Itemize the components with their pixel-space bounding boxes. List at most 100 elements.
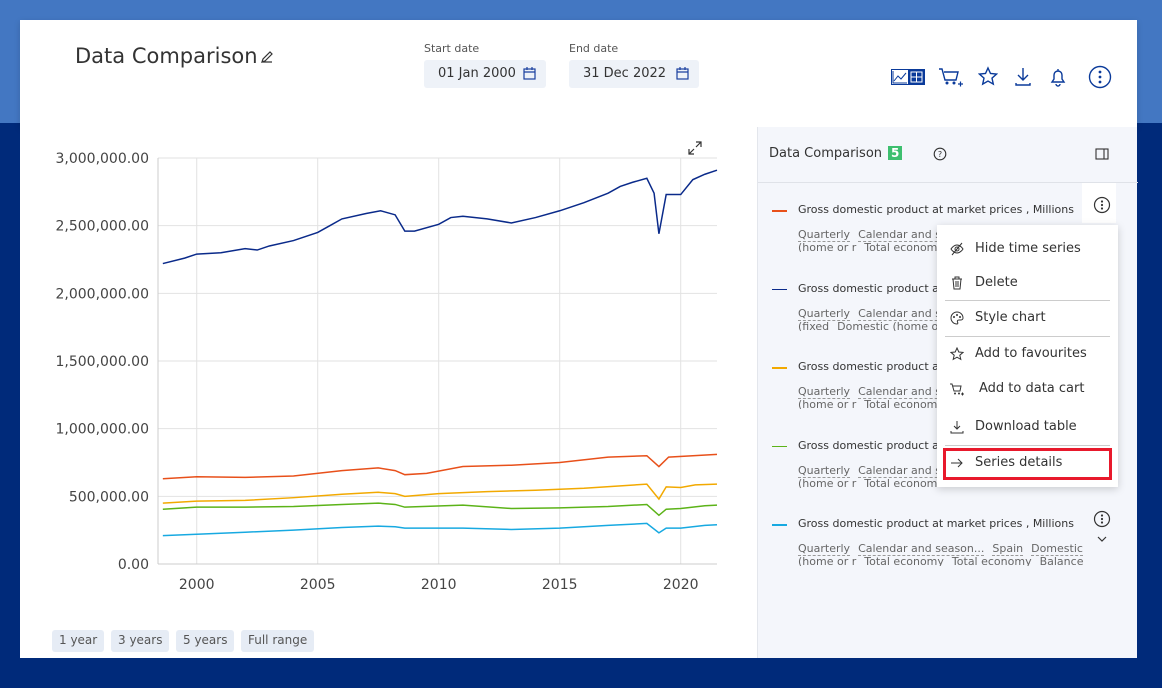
series-tag[interactable]: Domestic (home o [837,319,939,331]
edit-title-icon[interactable] [260,50,274,64]
series-count-badge: 5 [888,146,903,160]
series-name: Gross domestic product at m [798,438,958,452]
series-item[interactable]: Gross domestic product at market prices … [758,503,1084,566]
series-tag[interactable]: Total econom [864,241,938,252]
menu-download-table[interactable]: Download table [947,412,1110,442]
calendar-icon[interactable] [676,67,689,80]
highlight-box [943,448,1112,480]
menu-label: Add to favourites [975,346,1087,361]
series-item[interactable]: Gross domestic product at market prices … [758,189,1083,252]
menu-delete[interactable]: Delete [947,268,1110,298]
range-1-year-button[interactable]: 1 year [52,630,105,652]
divider [945,300,1110,301]
series-tag[interactable]: Balance [1039,555,1084,566]
series-tag[interactable]: Calendar and season... [858,542,985,556]
divider [945,336,1110,337]
expand-icon[interactable] [688,141,702,155]
page-title: Data Comparison [75,44,258,68]
x-tick-label: 2000 [179,577,215,593]
series-item[interactable]: Gross domestic product at m Quarterly Cal… [758,425,1083,488]
series-name: Gross domestic product at market prices … [798,517,1074,530]
download-icon[interactable] [1014,66,1032,88]
palette-icon [950,311,964,325]
collapse-panel-icon[interactable] [1095,147,1109,161]
star-icon [950,347,964,361]
x-tick-label: 2010 [421,577,457,593]
series-name: Gross domestic product at market prices … [798,203,1074,216]
menu-add-to-data-cart[interactable]: Add to data cart [947,374,1110,404]
series-tag[interactable]: Quarterly [798,228,851,242]
series-tag[interactable]: (home or r [798,241,857,252]
series-item[interactable]: Gross domestic product at m Quarterly Cal… [758,346,1083,409]
bell-icon[interactable] [1049,66,1067,88]
arrow-right-icon [951,458,963,468]
series-swatch [772,288,787,290]
series-name: Gross domestic product at m [798,281,958,295]
range-3-years-button[interactable]: 3 years [111,630,170,652]
series-swatch [772,210,787,212]
series-tag[interactable]: (fixed [798,319,830,331]
svg-text:?: ? [938,150,942,159]
more-vertical-icon[interactable] [1088,65,1112,89]
series-tag[interactable]: Spain [992,542,1024,556]
x-tick-label: 2020 [663,577,699,593]
series-tag[interactable]: Calendar and se [858,463,948,478]
menu-series-details[interactable]: Series details [947,448,1110,478]
series-tag[interactable]: Calendar and se [858,228,948,242]
end-date-value: 31 Dec 2022 [583,66,667,81]
x-tick-label: 2005 [300,577,336,593]
series-tag[interactable]: Quarterly [798,306,851,321]
series-tag[interactable]: (home or r [798,476,857,488]
y-tick-label: 2,000,000.00 [55,286,149,302]
series-tag[interactable]: Quarterly [798,542,851,556]
menu-hide-time-series[interactable]: Hide time series [947,234,1110,264]
menu-label: Download table [975,419,1077,434]
series-tag[interactable]: Total econom [864,476,938,488]
end-date-input[interactable]: 31 Dec 2022 [569,60,699,88]
range-5-years-button[interactable]: 5 years [176,630,235,652]
chart-table-toggle-icon[interactable] [890,66,926,88]
y-tick-label: 1,500,000.00 [55,354,149,370]
series-swatch [772,367,787,369]
series-tag[interactable]: Calendar and se [858,385,948,399]
series-tag[interactable]: (home or r [798,398,857,409]
y-tick-label: 2,500,000.00 [55,219,149,235]
series-line [162,169,718,265]
menu-add-to-favourites[interactable]: Add to favourites [947,339,1110,369]
download-icon [950,421,964,434]
calendar-icon[interactable] [523,67,536,80]
chevron-down-icon[interactable] [1096,535,1108,543]
series-tag[interactable]: Total econom [864,398,938,409]
series-item[interactable]: Gross domestic product at m Quarterly Cal… [758,268,1083,331]
series-name: Gross domestic product at m [798,360,958,373]
series-tag[interactable]: Total economy [864,555,944,566]
range-full-button[interactable]: Full range [241,630,315,652]
series-more-icon[interactable] [1093,510,1111,528]
y-tick-label: 0.00 [118,557,149,573]
series-tag[interactable]: Total economy [951,555,1032,566]
start-date-input[interactable]: 01 Jan 2000 [424,60,546,88]
series-tag[interactable]: Quarterly [798,463,851,478]
star-icon[interactable] [978,66,998,88]
series-tag[interactable]: Quarterly [798,385,851,399]
start-date-value: 01 Jan 2000 [438,66,516,81]
cart-plus-icon [950,383,964,396]
series-tag[interactable]: Calendar and se [858,306,948,321]
line-chart: 0.00 500,000.00 1,000,000.00 1,500,000.00 2,… [55,151,718,593]
end-date-label: End date [569,42,619,55]
panel-title-text: Data Comparison [769,146,883,161]
cart-plus-icon[interactable] [938,66,964,88]
series-more-icon[interactable] [1093,196,1111,214]
menu-label: Style chart [975,310,1046,325]
series-tags: Quarterly Calendar and se (home or r Total … [798,228,1088,252]
series-tags: Quarterly Calendar and se (home or r Total … [798,385,1088,409]
series-tag[interactable]: (home or r [798,555,857,566]
menu-style-chart[interactable]: Style chart [947,303,1110,333]
menu-label: Delete [975,275,1018,290]
series-line [162,502,718,517]
page-header: Data Comparison Start date 01 Jan 2000 E… [20,20,1137,127]
series-tag[interactable]: Domestic [1031,542,1083,556]
help-icon[interactable]: ? [933,147,947,161]
series-swatch [772,524,787,526]
y-tick-label: 500,000.00 [69,489,149,505]
